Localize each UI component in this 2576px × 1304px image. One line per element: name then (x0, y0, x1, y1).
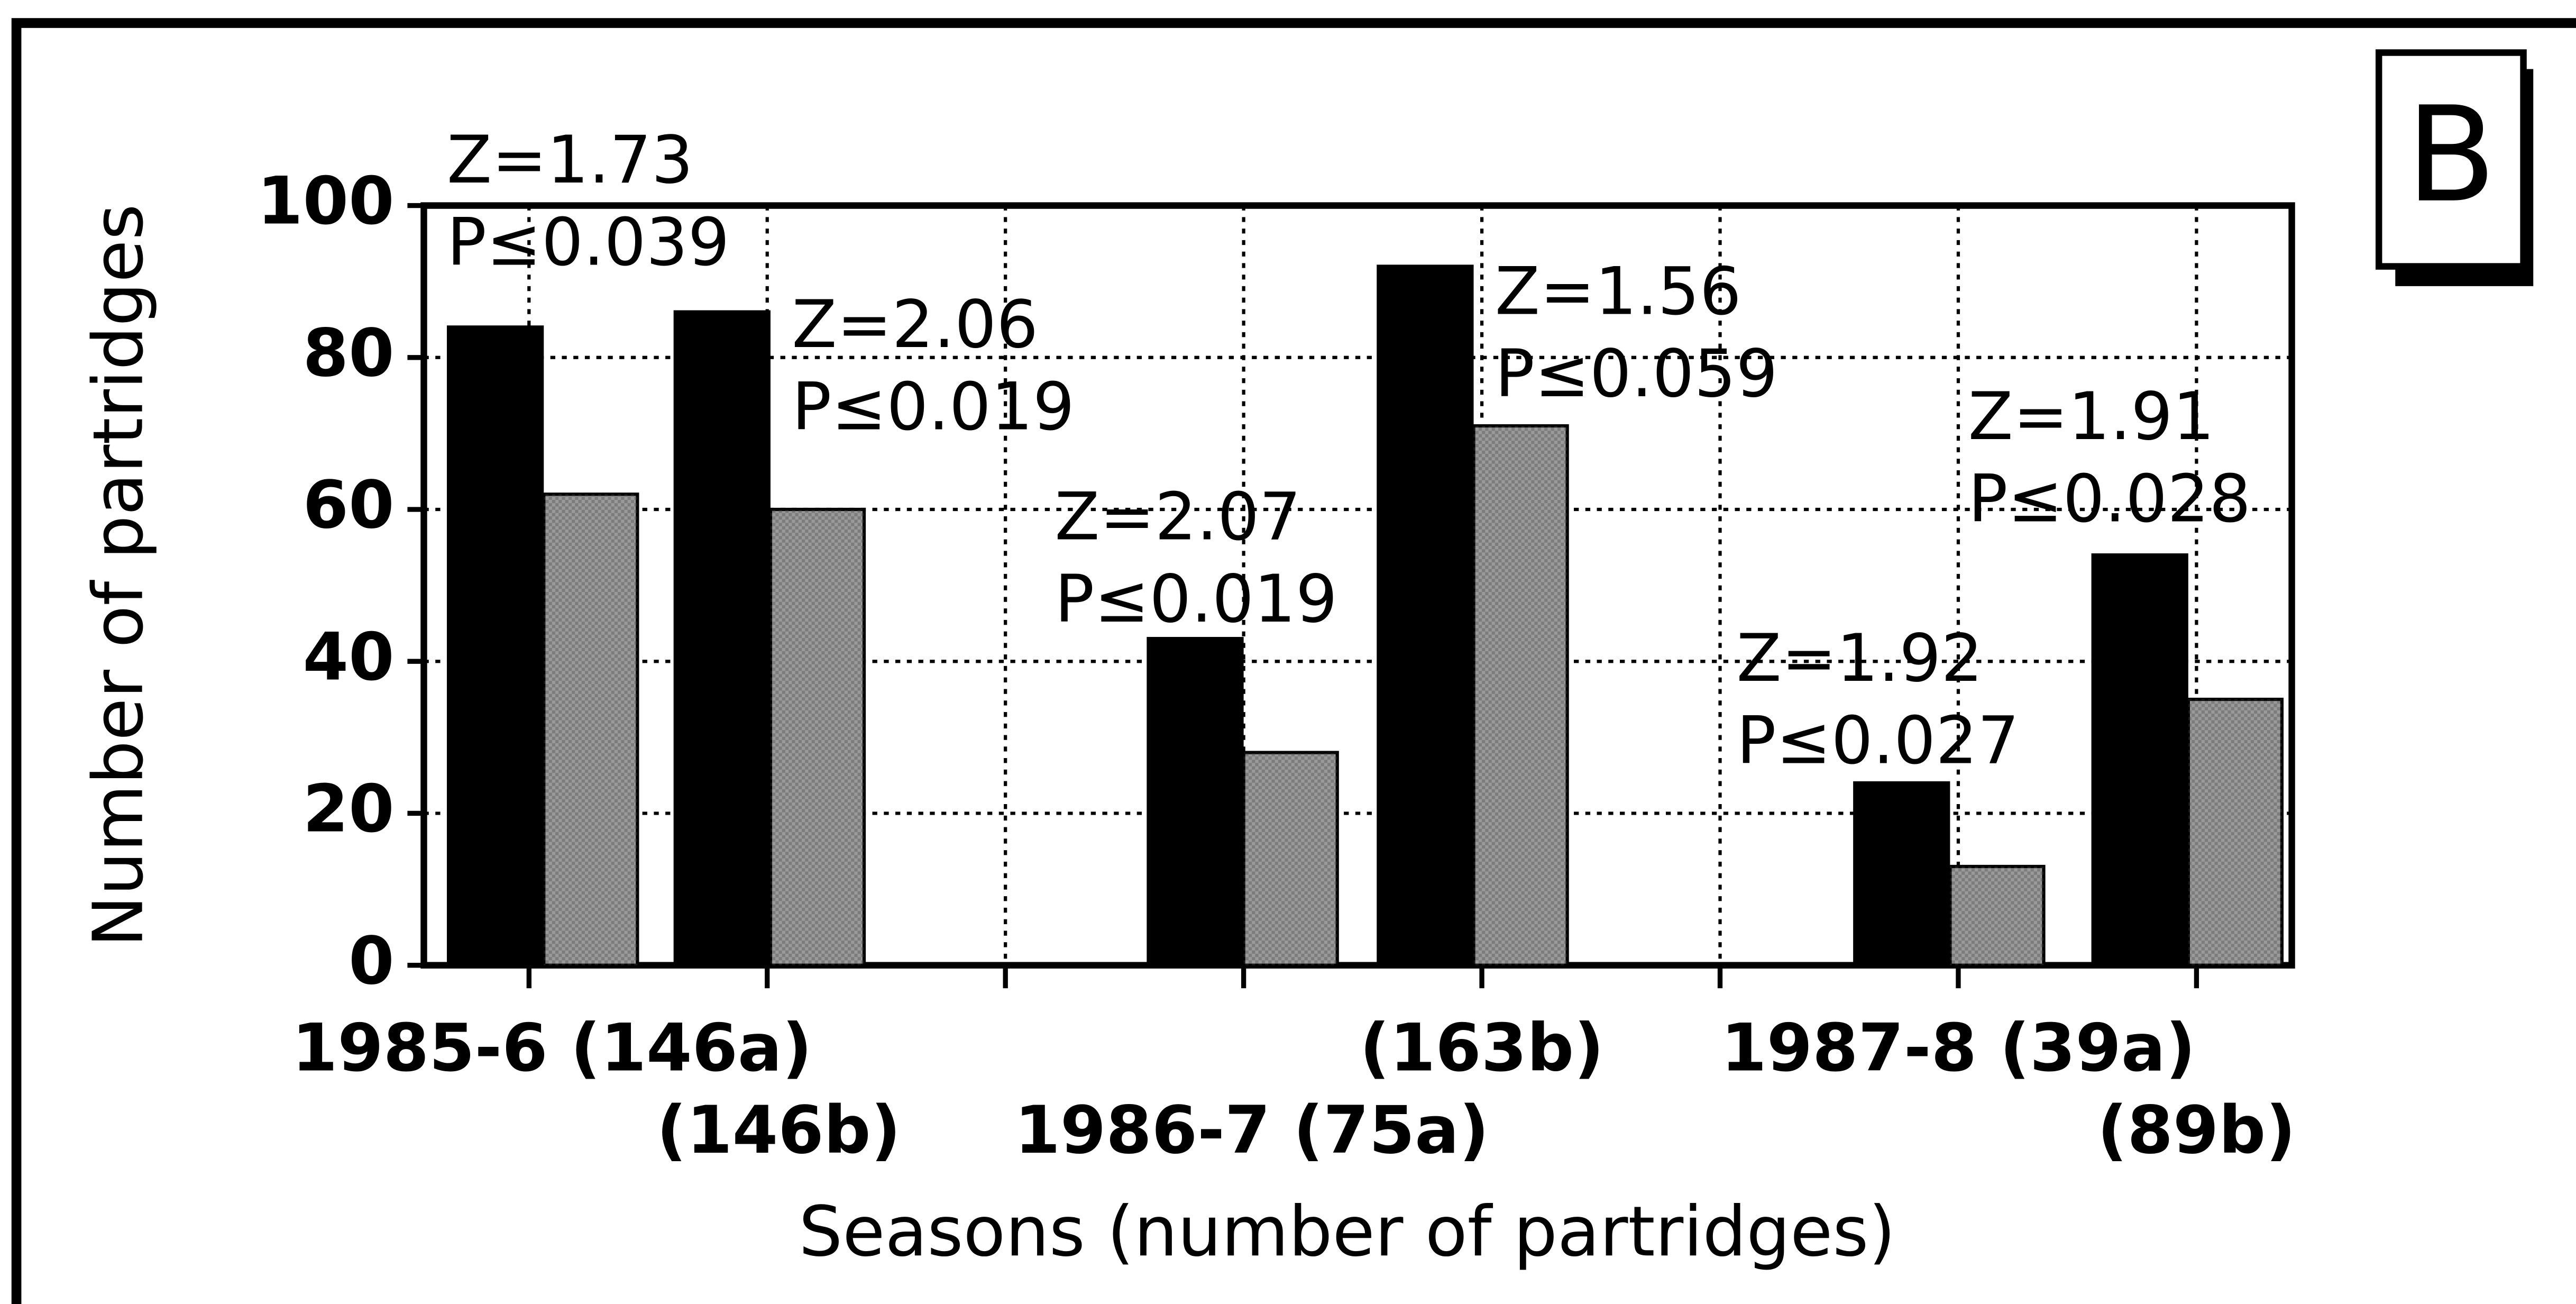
bar (1853, 781, 1950, 967)
x-tick-label: (89b) (2097, 1092, 2296, 1169)
annotation: Z=2.06 (792, 287, 1038, 363)
annotation: P≤0.039 (447, 204, 730, 280)
bar (2091, 553, 2188, 967)
bar-texture (1473, 426, 1567, 965)
annotation: Z=1.92 (1737, 621, 1983, 697)
panel-box (2376, 49, 2527, 270)
annotation: P≤0.019 (792, 369, 1075, 445)
bar (446, 325, 544, 967)
bar-texture (1950, 866, 2044, 965)
y-tick-label: 80 (303, 315, 395, 391)
annotation: Z=1.73 (447, 122, 693, 198)
y-tick-label: 40 (303, 619, 395, 695)
panel-label: B (2406, 78, 2496, 232)
bar-texture (2188, 699, 2282, 965)
plot-border (420, 202, 2295, 969)
bar (673, 310, 771, 967)
x-tick-label: (163b) (1360, 1010, 1604, 1087)
bar (1377, 265, 1474, 967)
x-tick-label: 1986-7 (75a) (1014, 1092, 1489, 1169)
annotation: P≤0.019 (1055, 561, 1337, 637)
bar-texture (770, 509, 865, 965)
annotation: P≤0.028 (1968, 461, 2251, 537)
y-tick-label: 20 (303, 771, 395, 847)
annotation: Z=1.56 (1495, 254, 1741, 330)
annotation: Z=2.07 (1055, 479, 1301, 555)
bar-texture (544, 494, 638, 965)
bar (1147, 637, 1244, 967)
x-axis-label: Seasons (number of partridges) (799, 1191, 1895, 1272)
y-tick-label: 60 (303, 467, 395, 543)
annotation: P≤0.027 (1737, 703, 2020, 779)
bar-texture (1243, 752, 1337, 965)
annotation: Z=1.91 (1968, 379, 2215, 455)
x-tick-label: 1985-6 (146a) (292, 1010, 812, 1087)
y-tick-label: 100 (257, 163, 394, 240)
annotation: P≤0.059 (1495, 336, 1778, 412)
x-tick-label: 1987-8 (39a) (1721, 1010, 2195, 1087)
y-axis-label: Number of partridges (78, 204, 159, 947)
x-tick-label: (146b) (657, 1092, 901, 1169)
frame (11, 18, 2576, 1304)
y-tick-label: 0 (349, 923, 394, 999)
